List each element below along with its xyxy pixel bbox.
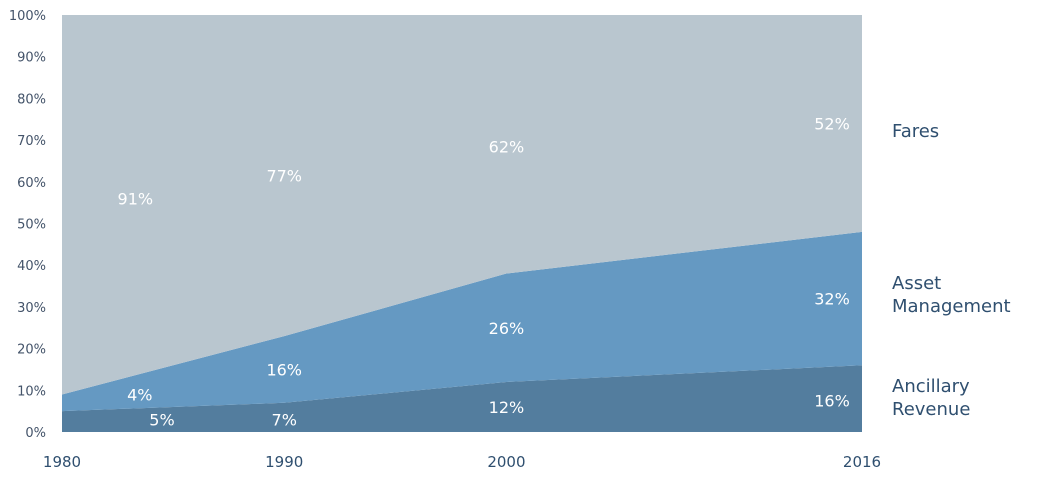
x-tick-label: 2016 (843, 453, 881, 471)
y-tick-label: 90% (17, 51, 46, 66)
area-ancillary-revenue (62, 365, 862, 432)
x-tick-label: 2000 (487, 453, 525, 471)
legend-ancillary-revenue: Ancillary Revenue (892, 376, 971, 420)
data-label: 62% (489, 137, 525, 156)
x-tick-label: 1980 (43, 453, 81, 471)
x-tick-label: 1990 (265, 453, 303, 471)
data-labels: 5% 7% 12% 16% 4% 16% 26% 32% 91% 77% 62% 52% (118, 114, 850, 429)
y-tick-label: 70% (17, 134, 46, 149)
data-label: 7% (272, 410, 297, 429)
y-tick-label: 100% (9, 9, 46, 24)
y-tick-label: 20% (17, 343, 46, 358)
area-fares (62, 15, 862, 395)
y-tick-label: 30% (17, 301, 46, 316)
legend-asset-management: Asset Management (892, 273, 1011, 317)
data-label: 32% (814, 290, 850, 309)
y-tick-label: 10% (17, 384, 46, 399)
data-label: 16% (814, 392, 850, 411)
y-tick-label: 0% (25, 426, 46, 441)
area-asset-management (62, 231, 862, 412)
data-label: 12% (489, 398, 525, 417)
y-tick-label: 80% (17, 92, 46, 107)
data-label: 52% (814, 114, 850, 133)
y-tick-label: 50% (17, 218, 46, 233)
area-layers (62, 15, 862, 432)
data-label: 26% (489, 319, 525, 338)
data-label: 16% (266, 360, 302, 379)
y-tick-label: 40% (17, 259, 46, 274)
data-label: 91% (118, 189, 154, 208)
data-label: 77% (266, 167, 302, 186)
data-label: 5% (149, 410, 174, 429)
y-tick-label: 60% (17, 176, 46, 191)
y-axis-ticks: 0% 10% 20% 30% 40% 50% 60% 70% 80% 90% 100% (9, 9, 46, 441)
x-axis-ticks: 1980 1990 2000 2016 (43, 453, 881, 471)
data-label: 4% (127, 385, 152, 404)
legend-fares: Fares (892, 121, 940, 142)
